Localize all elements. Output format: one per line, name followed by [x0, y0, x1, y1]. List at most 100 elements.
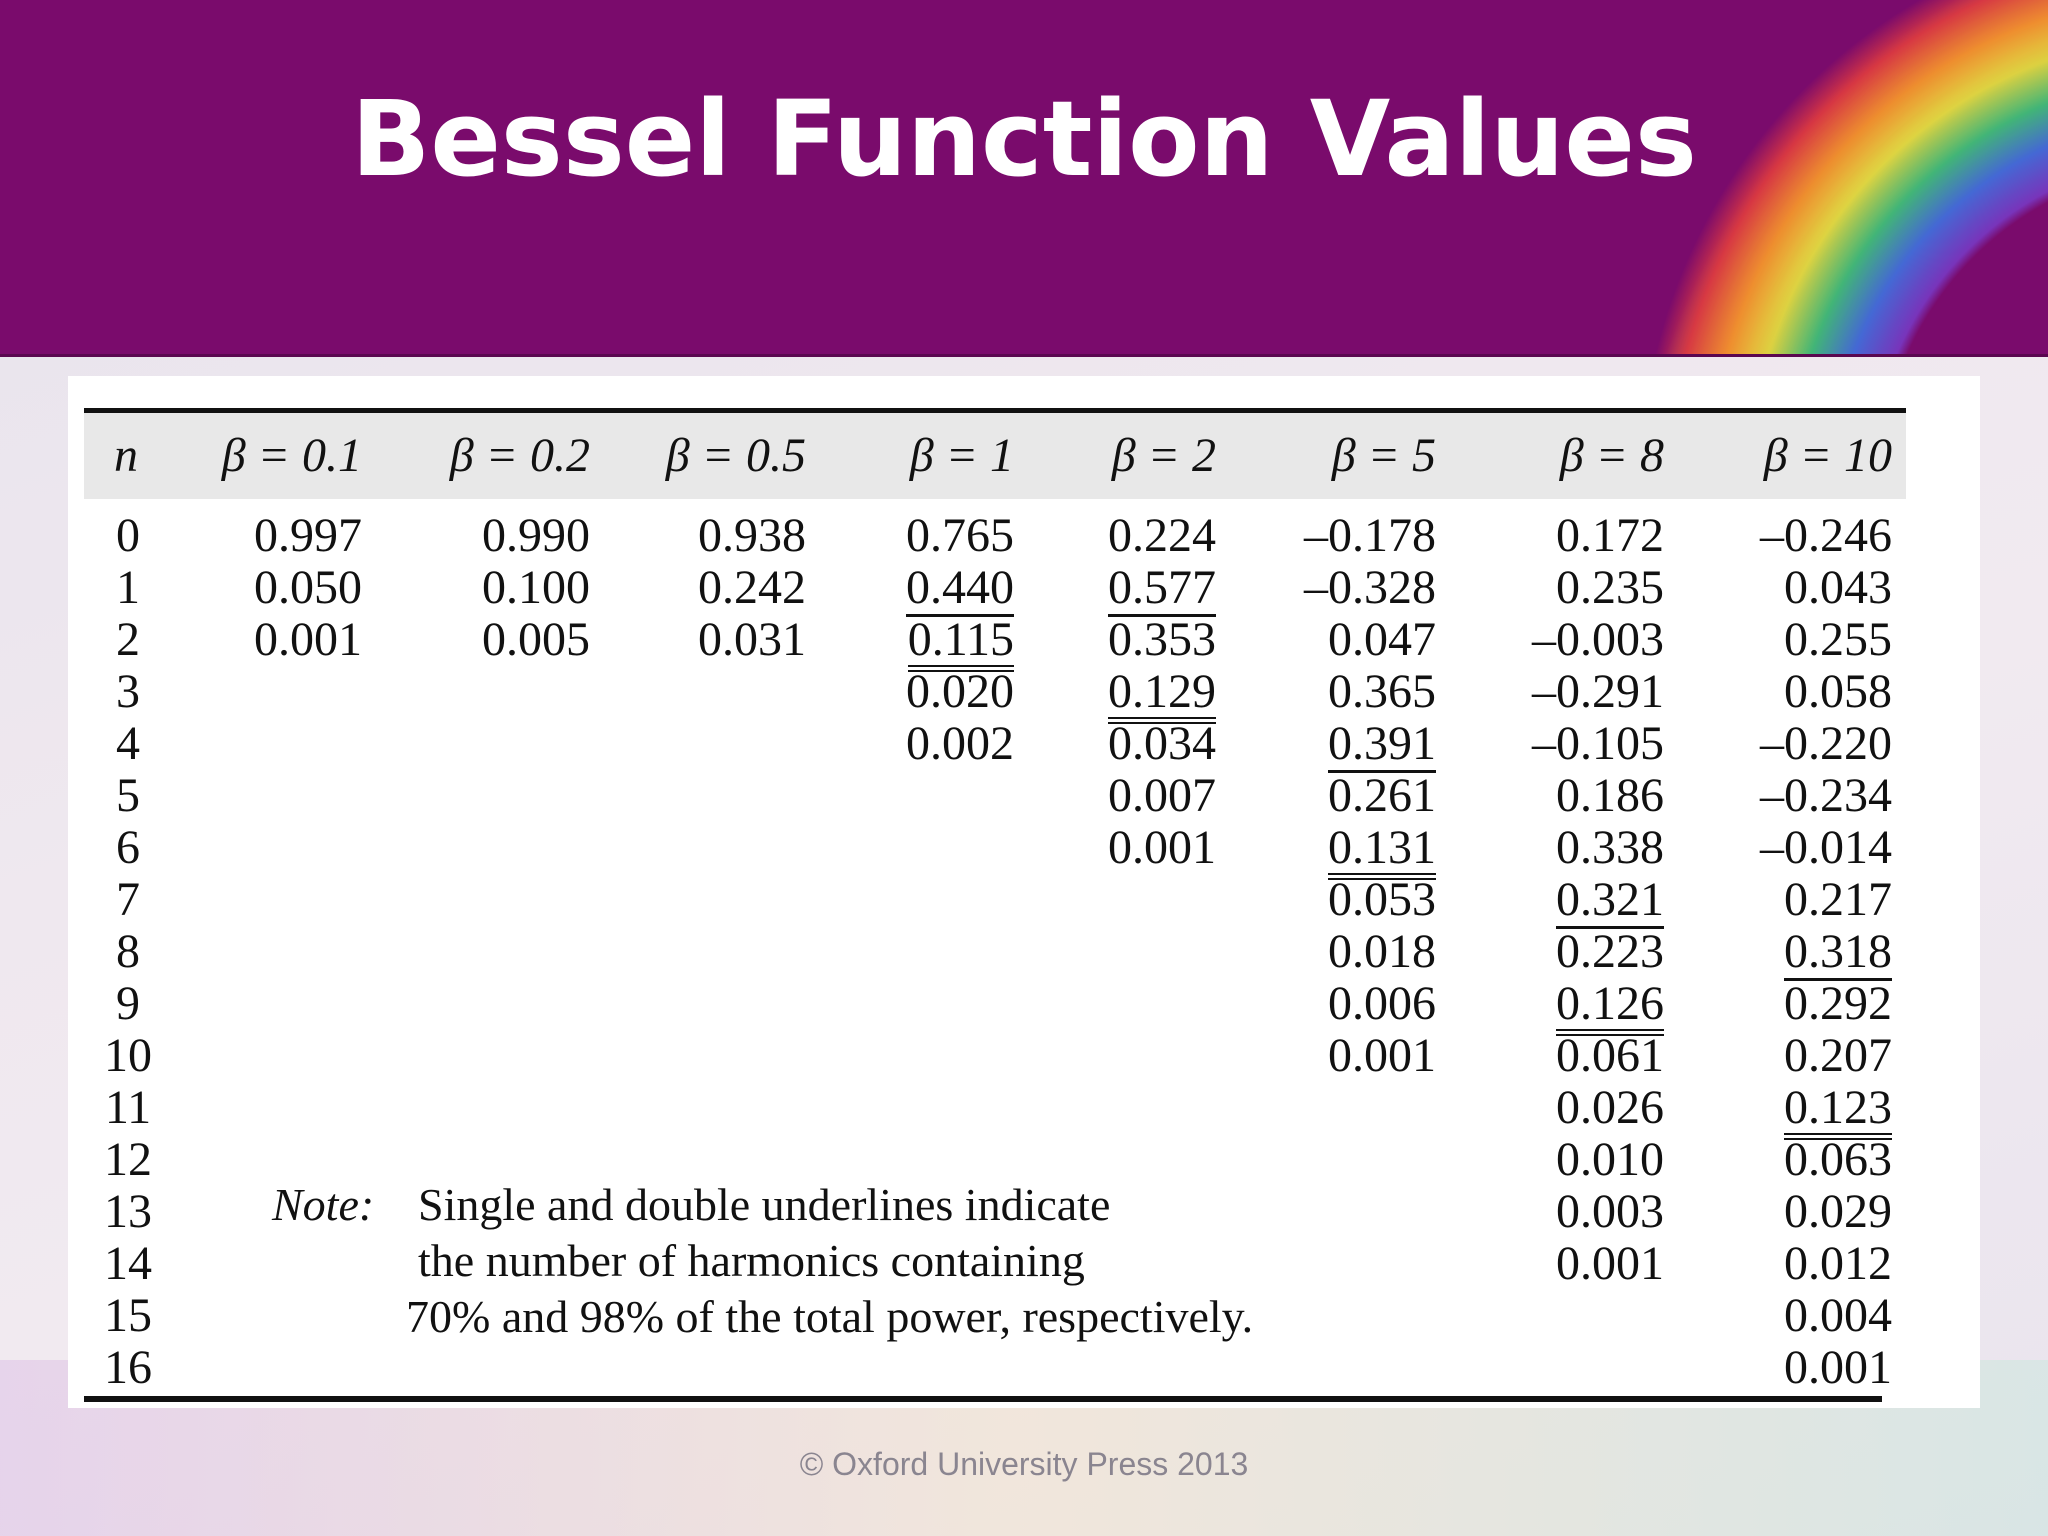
n-cell: 13: [104, 1185, 152, 1238]
column-header-n: n: [114, 429, 138, 482]
table-cell: 0.043: [1784, 561, 1892, 614]
table-cell: 0.001: [1328, 1029, 1436, 1082]
n-cell: 1: [116, 561, 140, 614]
table-cell: 0.002: [906, 717, 1014, 770]
table-cell: 0.440: [906, 564, 1014, 617]
table-cell: –0.178: [1304, 509, 1436, 562]
table-cell: 0.292: [1784, 977, 1892, 1030]
table-cell: 0.031: [698, 613, 806, 666]
table-cell: 0.172: [1556, 509, 1664, 562]
table-cell: 0.391: [1328, 720, 1436, 773]
n-cell: 5: [116, 769, 140, 822]
bessel-table-panel: [68, 376, 1980, 1408]
table-cell: 0.186: [1556, 769, 1664, 822]
table-cell: 0.001: [1556, 1237, 1664, 1290]
note-label: Note:: [272, 1179, 375, 1230]
table-cell: 0.123: [1784, 1084, 1892, 1140]
table-cell: 0.115: [907, 616, 1014, 672]
table-cell: 0.235: [1556, 561, 1664, 614]
table-cell: 0.126: [1556, 980, 1664, 1036]
n-cell: 3: [116, 665, 140, 718]
table-cell: 0.026: [1556, 1081, 1664, 1134]
table-cell: 0.004: [1784, 1289, 1892, 1342]
table-cell: 0.061: [1556, 1029, 1664, 1082]
column-header-beta: β = 0.1: [221, 429, 362, 482]
table-bottom-rule: [84, 1396, 1882, 1402]
table-cell: 0.223: [1556, 925, 1664, 978]
table-cell: 0.997: [254, 509, 362, 562]
n-cell: 8: [116, 925, 140, 978]
n-cell: 10: [104, 1029, 152, 1082]
table-cell: 0.007: [1108, 769, 1216, 822]
column-header-beta: β = 8: [1559, 429, 1664, 482]
column-header-beta: β = 0.2: [449, 429, 590, 482]
column-header-beta: β = 2: [1111, 429, 1216, 482]
table-cell: 0.577: [1108, 564, 1216, 617]
table-cell: 0.047: [1328, 613, 1436, 666]
table-cell: 0.010: [1556, 1133, 1664, 1186]
table-cell: 0.001: [1108, 821, 1216, 874]
table-cell: –0.105: [1532, 717, 1664, 770]
n-cell: 7: [116, 873, 140, 926]
table-header-row: [84, 413, 1906, 499]
table-cell: 0.129: [1108, 668, 1216, 724]
table-cell: 0.365: [1328, 665, 1436, 718]
table-cell: 0.242: [698, 561, 806, 614]
note-line: Single and double underlines indicate: [418, 1179, 1111, 1230]
table-cell: –0.246: [1760, 509, 1892, 562]
n-cell: 4: [116, 717, 140, 770]
n-cell: 16: [104, 1341, 152, 1394]
table-cell: –0.003: [1532, 613, 1664, 666]
n-cell: 12: [104, 1133, 152, 1186]
n-cell: 11: [104, 1081, 152, 1134]
table-cell: –0.234: [1760, 769, 1892, 822]
n-cell: 14: [104, 1237, 152, 1290]
table-cell: 0.261: [1328, 769, 1436, 822]
table-cell: 0.318: [1784, 928, 1892, 981]
table-cell: 0.255: [1784, 613, 1892, 666]
n-cell: 2: [116, 613, 140, 666]
note-line: 70% and 98% of the total power, respecti…: [406, 1291, 1254, 1342]
copyright-footer: © Oxford University Press 2013: [799, 1446, 1249, 1482]
table-cell: 0.058: [1784, 665, 1892, 718]
table-cell: 0.029: [1784, 1185, 1892, 1238]
table-cell: 0.131: [1328, 824, 1436, 880]
table-cell: 0.018: [1328, 925, 1436, 978]
n-cell: 9: [116, 977, 140, 1030]
table-cell: 0.990: [482, 509, 590, 562]
table-cell: 0.006: [1328, 977, 1436, 1030]
table-cell: 0.224: [1108, 509, 1216, 562]
table-cell: 0.353: [1108, 613, 1216, 666]
title-banner: Bessel Function Values: [0, 0, 2048, 357]
table-cell: –0.291: [1532, 665, 1664, 718]
table-cell: –0.014: [1760, 821, 1892, 874]
table-cell: 0.034: [1108, 717, 1216, 770]
table-cell: 0.063: [1784, 1133, 1892, 1186]
table-cell: 0.012: [1784, 1237, 1892, 1290]
table-cell: 0.020: [906, 665, 1014, 718]
column-header-beta: β = 10: [1763, 429, 1892, 482]
table-cell: 0.053: [1328, 873, 1436, 926]
n-cell: 6: [116, 821, 140, 874]
table-cell: 0.938: [698, 509, 806, 562]
table-cell: 0.001: [1784, 1341, 1892, 1394]
column-header-beta: β = 0.5: [665, 429, 806, 482]
table-cell: 0.050: [254, 561, 362, 614]
n-cell: 15: [104, 1289, 152, 1342]
page-title: Bessel Function Values: [351, 78, 1697, 200]
note-line: the number of harmonics containing: [418, 1235, 1085, 1286]
table-cell: 0.217: [1784, 873, 1892, 926]
table-cell: 0.321: [1556, 876, 1664, 929]
table-cell: 0.005: [482, 613, 590, 666]
column-header-beta: β = 1: [909, 429, 1014, 482]
table-cell: 0.765: [906, 509, 1014, 562]
table-top-rule: [84, 408, 1906, 413]
column-header-beta: β = 5: [1331, 429, 1436, 482]
table-cell: 0.001: [254, 613, 362, 666]
table-cell: 0.003: [1556, 1185, 1664, 1238]
table-cell: 0.100: [482, 561, 590, 614]
table-cell: –0.220: [1760, 717, 1892, 770]
table-cell: 0.338: [1556, 821, 1664, 874]
table-cell: 0.207: [1784, 1029, 1892, 1082]
n-cell: 0: [116, 509, 140, 562]
